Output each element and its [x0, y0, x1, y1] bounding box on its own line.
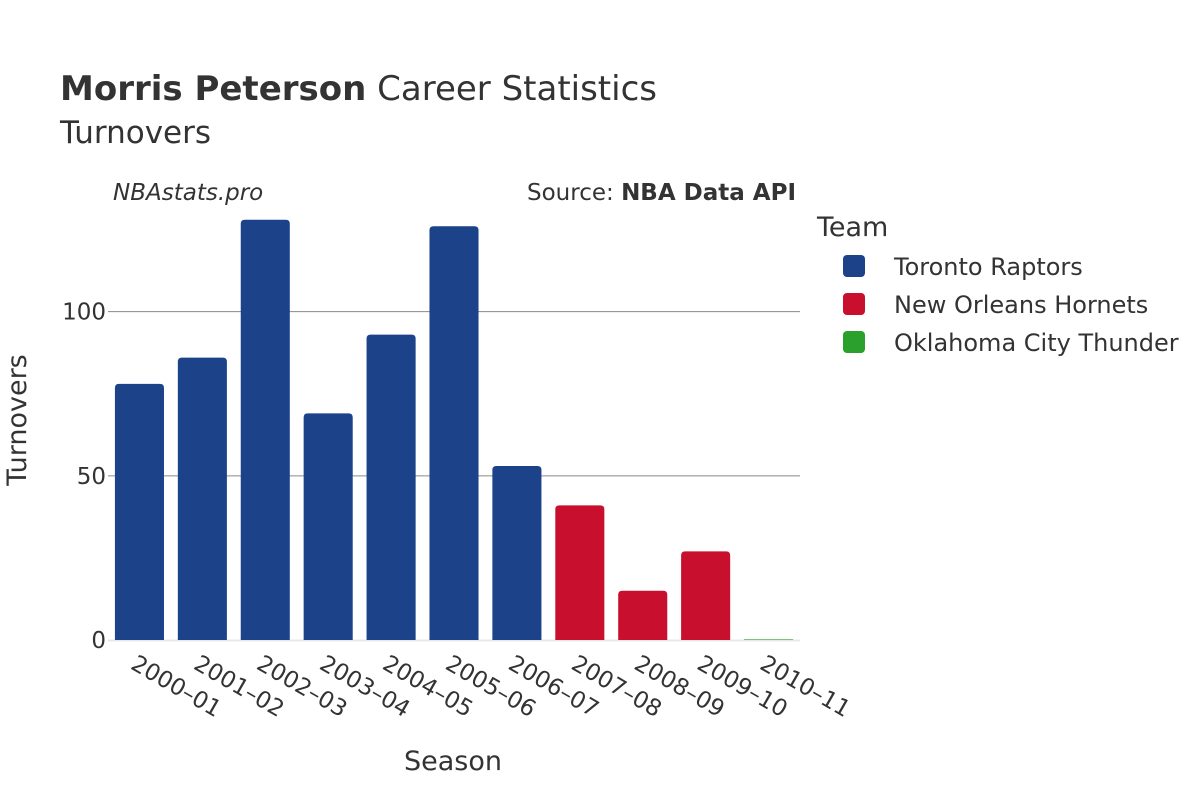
bars — [114, 219, 794, 641]
y-axis-title: Turnovers — [2, 354, 33, 487]
chart-title: Morris Peterson Career Statistics — [60, 69, 657, 109]
y-tick-label: 100 — [62, 300, 106, 326]
source-credit: Source: NBA Data API — [527, 180, 796, 206]
legend-swatch — [843, 255, 865, 277]
bar[interactable] — [177, 357, 227, 640]
bar[interactable] — [555, 505, 605, 640]
chart-subtitle: Turnovers — [59, 115, 211, 151]
x-tick-labels: 2000–012001–022002–032003–042004–052005–… — [126, 651, 854, 723]
x-axis-title: Season — [404, 746, 502, 777]
source-prefix: Source: — [527, 180, 621, 206]
legend-swatch — [843, 331, 865, 353]
source-name: NBA Data API — [621, 180, 796, 206]
legend: Toronto Raptors New Orleans Hornets Oklaho… — [843, 253, 1179, 357]
chart-title-rest: Career Statistics — [366, 69, 657, 109]
legend-item[interactable]: Toronto Raptors — [843, 253, 1083, 281]
legend-label: Toronto Raptors — [893, 253, 1083, 281]
legend-label: Oklahoma City Thunder — [894, 329, 1179, 357]
legend-swatch — [843, 293, 865, 315]
legend-label: New Orleans Hornets — [894, 291, 1148, 319]
y-tick-label: 0 — [91, 628, 106, 654]
bar[interactable] — [114, 383, 164, 640]
bar[interactable] — [492, 465, 542, 640]
bar[interactable] — [429, 226, 479, 640]
chart-title-player: Morris Peterson — [60, 69, 366, 109]
bar[interactable] — [240, 219, 290, 641]
y-tick-labels: 0 50 100 — [62, 300, 106, 654]
legend-title: Team — [816, 212, 888, 243]
y-tick-label: 50 — [77, 464, 106, 490]
watermark: NBAstats.pro — [113, 180, 263, 206]
bar[interactable] — [618, 590, 668, 640]
bar[interactable] — [366, 334, 416, 640]
bar[interactable] — [681, 551, 731, 640]
legend-item[interactable]: New Orleans Hornets — [843, 291, 1148, 319]
bar[interactable] — [744, 639, 794, 640]
bar[interactable] — [303, 413, 353, 640]
legend-item[interactable]: Oklahoma City Thunder — [843, 329, 1179, 357]
